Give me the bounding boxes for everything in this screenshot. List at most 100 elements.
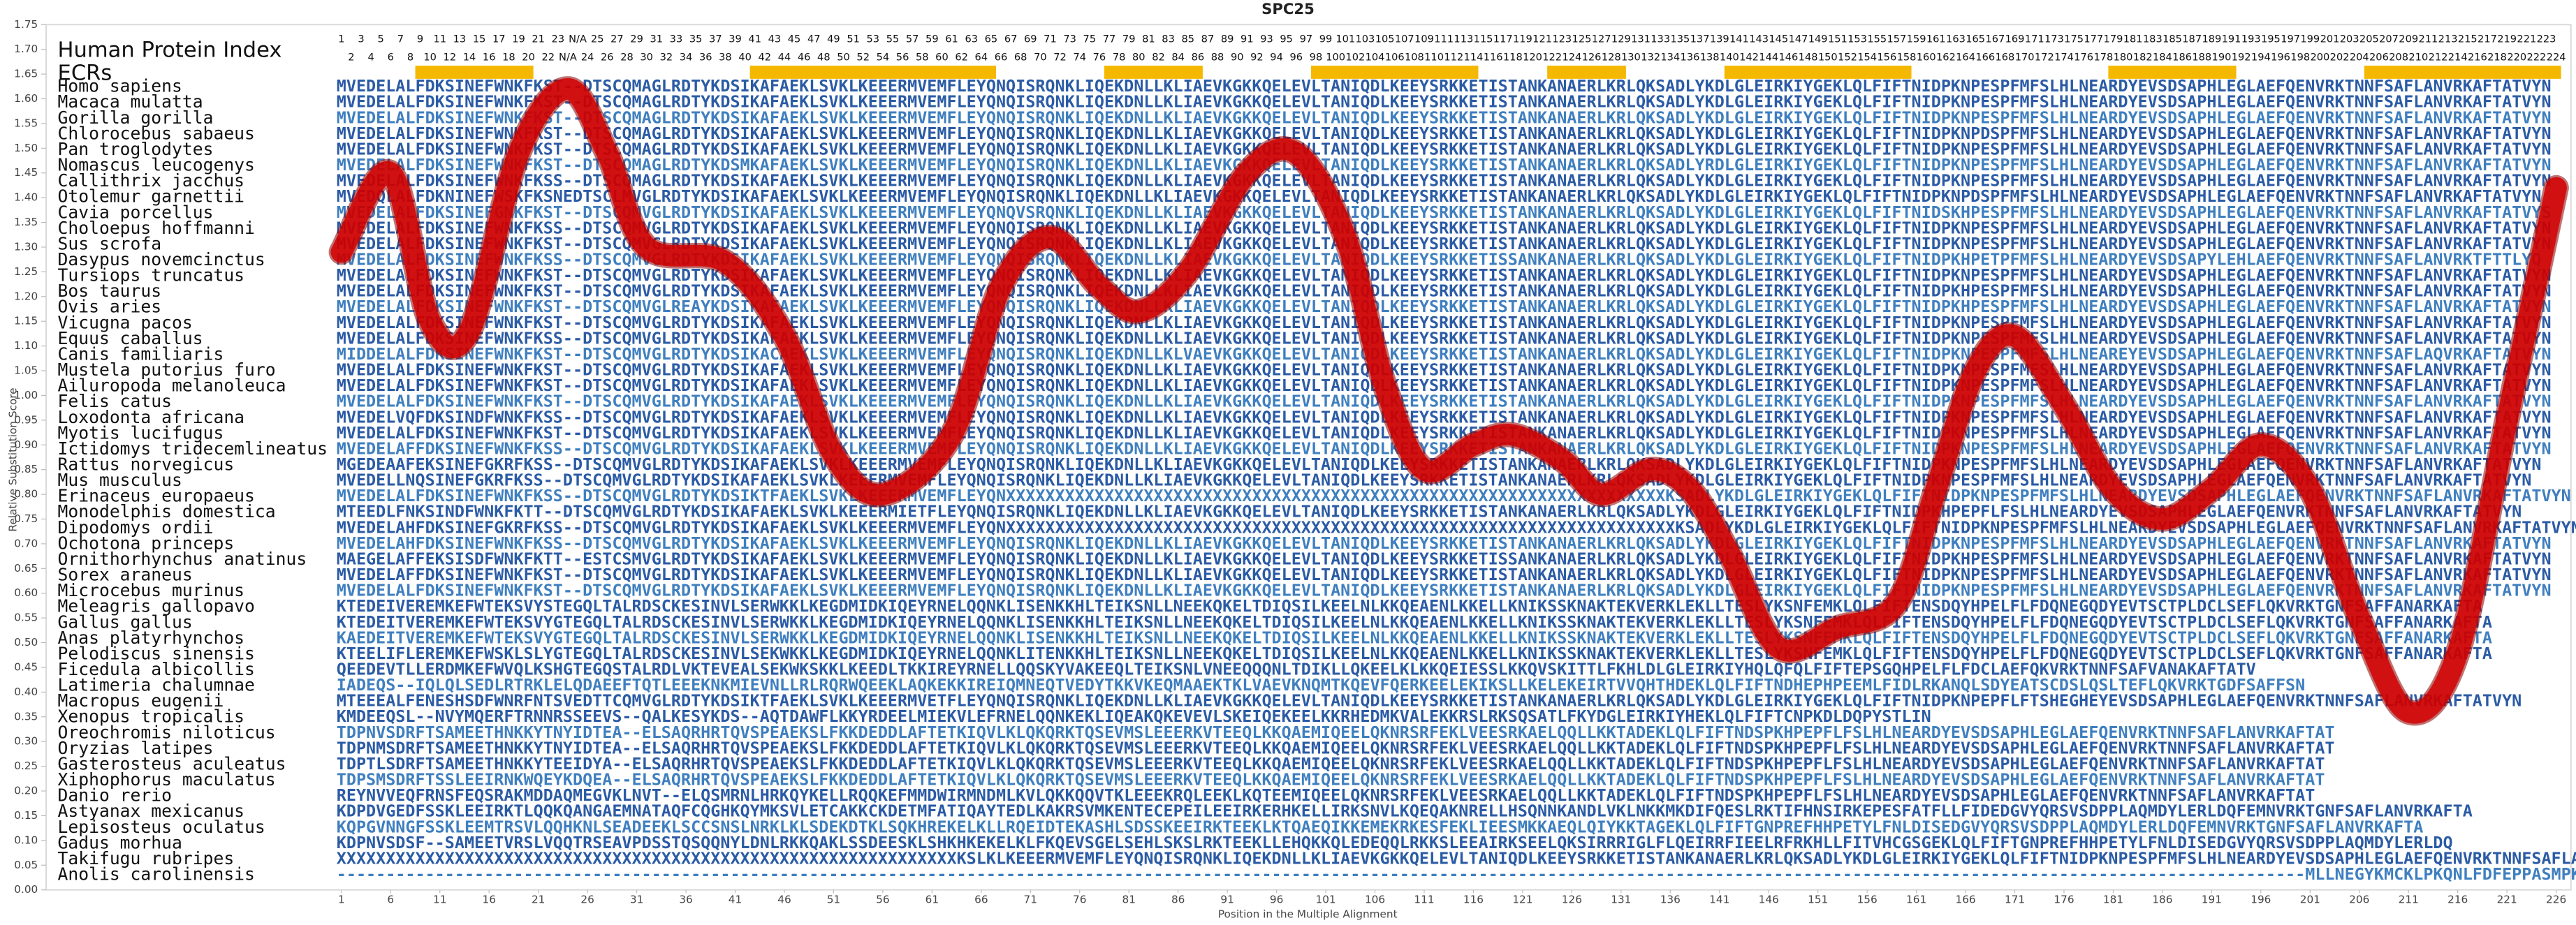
x-tick-label: 181 <box>2103 893 2123 905</box>
y-tick-label: 0.05 <box>14 859 38 871</box>
protein-index: 15 <box>473 33 486 45</box>
sequence: TDPNMSDRFTSAMEETHNKKYTNYIDTEA--ELSAQRHRT… <box>337 738 2335 757</box>
protein-index: 66 <box>995 51 1008 63</box>
protein-index: 91 <box>1241 33 1254 45</box>
protein-index: 113 <box>1454 33 1473 45</box>
protein-index: 19 <box>512 33 525 45</box>
protein-index: 75 <box>1083 33 1097 45</box>
protein-index: 45 <box>788 33 801 45</box>
x-tick-label: 116 <box>1463 893 1484 905</box>
protein-index: 158 <box>1897 51 1917 63</box>
protein-index: 215 <box>2458 33 2478 45</box>
species-name: Ovis aries <box>58 297 162 317</box>
protein-index: N/A <box>569 33 587 45</box>
protein-index: 46 <box>798 51 811 63</box>
protein-index: 161 <box>1926 33 1946 45</box>
sequence: KAEDEITVEREMKEFWTEKSVYGTEGQLTALRDSCKESIN… <box>337 628 2492 647</box>
protein-index: 149 <box>1808 33 1828 45</box>
protein-index: 82 <box>1152 51 1165 63</box>
x-tick-label: 156 <box>1857 893 1878 905</box>
protein-index: 154 <box>1857 51 1877 63</box>
protein-index: 40 <box>738 51 752 63</box>
sequence: MVEDELALFDKSINEFWNKFKST--DTSCQMVGLRDTYKD… <box>337 313 2552 332</box>
protein-index: 145 <box>1769 33 1788 45</box>
x-tick-label: 131 <box>1611 893 1631 905</box>
protein-index: 140 <box>1720 51 1739 63</box>
protein-index: 171 <box>2025 33 2044 45</box>
sequence: KTEELIFLEREMKEFWSKLSLYGTEGQLTALRDSCKESIN… <box>337 644 2492 663</box>
protein-index: 33 <box>670 33 683 45</box>
y-tick-label: 1.40 <box>14 191 38 204</box>
protein-index: 163 <box>1946 33 1966 45</box>
x-tick-label: 86 <box>1171 893 1185 905</box>
species-name: Sus scrofa <box>58 233 162 253</box>
chart-title: SPC25 <box>1261 0 1315 17</box>
sequence: MVEDELALFDKSINEFWNKFKST--DTSCQMVGLRDTYKD… <box>337 376 2552 395</box>
ecr-bar <box>1547 66 1626 79</box>
x-tick-label: 36 <box>679 893 692 905</box>
header-label: Human Protein Index <box>58 38 282 62</box>
protein-index: 67 <box>1004 33 1018 45</box>
sequence: MVEDQLALFDKNINEFWSKFKSNEDTSCLMVGLRDTYKDS… <box>337 186 2542 206</box>
x-tick-label: 11 <box>433 893 446 905</box>
x-tick-label: 141 <box>1709 893 1729 905</box>
protein-index: 186 <box>2172 51 2192 63</box>
protein-index: 54 <box>877 51 890 63</box>
protein-index: 24 <box>581 51 594 63</box>
protein-index: 121 <box>1532 33 1552 45</box>
x-tick-label: 41 <box>729 893 742 905</box>
x-tick-label: 101 <box>1315 893 1335 905</box>
species-name: Astyanax mexicanus <box>58 801 245 821</box>
protein-index: 104 <box>1366 51 1385 63</box>
species-name: Pelodiscus sinensis <box>58 643 255 663</box>
y-tick-label: 0.10 <box>14 834 38 846</box>
protein-index: 165 <box>1966 33 1985 45</box>
protein-index: 182 <box>2133 51 2153 63</box>
y-tick-label: 0.40 <box>14 686 38 698</box>
species-name: Ochotona princeps <box>58 533 235 553</box>
protein-index: 18 <box>502 51 515 63</box>
y-tick-label: 0.85 <box>14 463 38 475</box>
species-name: Canis familiaris <box>58 343 224 364</box>
x-tick-label: 176 <box>2054 893 2074 905</box>
protein-index: 150 <box>1818 51 1838 63</box>
x-tick-label: 171 <box>2005 893 2025 905</box>
protein-index: 134 <box>1660 51 1680 63</box>
species-name: Choloepus hoffmanni <box>58 218 255 238</box>
species-name: Mustela putorius furo <box>58 360 276 380</box>
protein-index: 157 <box>1887 33 1907 45</box>
species-name: Tursiops truncatus <box>58 265 245 286</box>
species-name: Xenopus tropicalis <box>58 706 245 727</box>
x-axis-label: Position in the Multiple Alignment <box>1218 908 1398 920</box>
protein-index: 60 <box>935 51 949 63</box>
protein-index: 26 <box>601 51 614 63</box>
protein-index: 97 <box>1300 33 1313 45</box>
ecr-bar <box>2364 66 2561 79</box>
sequence: MVEDELVQFDKSINDFWNKFKSS--DTSCQMVGLRDTYKD… <box>337 407 2552 427</box>
y-tick-label: 0.00 <box>14 883 38 896</box>
protein-index: 146 <box>1778 51 1798 63</box>
protein-index: 72 <box>1053 51 1067 63</box>
x-tick-label: 91 <box>1220 893 1234 905</box>
species-name: Rattus norvegicus <box>58 454 235 474</box>
sequence: MVEDELAFFDKSINEFWNKFKST--DTSCQMVGLRDTYKD… <box>337 565 2552 584</box>
protein-index: 137 <box>1690 33 1710 45</box>
protein-index: 196 <box>2271 51 2290 63</box>
protein-index: 130 <box>1621 51 1641 63</box>
protein-index: 25 <box>591 33 604 45</box>
protein-index: 78 <box>1113 51 1126 63</box>
protein-index: 83 <box>1162 33 1175 45</box>
protein-index: 190 <box>2212 51 2232 63</box>
protein-index: 22 <box>541 51 555 63</box>
protein-index: 56 <box>896 51 909 63</box>
protein-index: 71 <box>1044 33 1057 45</box>
protein-index: 139 <box>1710 33 1729 45</box>
protein-index: 115 <box>1474 33 1493 45</box>
y-tick-label: 0.75 <box>14 512 38 525</box>
sequence: MVEDELALFDKSINEFWNKFKSS--DTSCQMVGLRDTYKD… <box>337 328 2552 348</box>
protein-index: 42 <box>759 51 772 63</box>
protein-index: 2 <box>348 51 354 63</box>
protein-index: 10 <box>423 51 437 63</box>
protein-index: 224 <box>2547 51 2566 63</box>
